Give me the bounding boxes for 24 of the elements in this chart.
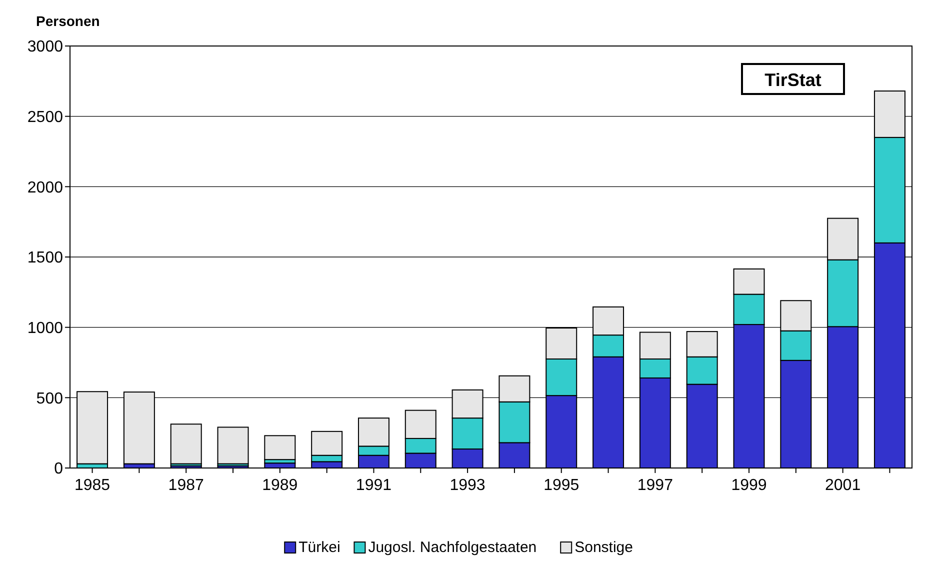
legend-label: Türkei — [298, 539, 340, 556]
y-tick-label: 3000 — [27, 38, 64, 56]
x-tick-label: 1991 — [356, 477, 392, 494]
y-tick-label: 2000 — [27, 179, 64, 196]
x-tick-label: 1995 — [544, 477, 580, 494]
y-tick-label: 1000 — [27, 320, 64, 337]
y-tick-label: 0 — [54, 460, 64, 478]
bar — [170, 424, 202, 464]
x-tick-label: 1999 — [731, 477, 767, 494]
y-tick-label: 2500 — [27, 108, 64, 126]
bar — [217, 426, 249, 464]
bar — [264, 435, 296, 460]
x-tick-label: 1985 — [74, 477, 110, 494]
legend-label: Sonstige — [574, 539, 633, 556]
x-tick-label: 1989 — [262, 477, 298, 494]
y-axis-title: Personen — [36, 13, 100, 29]
x-tick-label: 1993 — [450, 477, 486, 494]
y-tick-label: 500 — [36, 390, 64, 408]
legend-label: Jugosl. Nachfolgestaaten — [368, 539, 537, 556]
x-tick-label: 1997 — [637, 477, 674, 494]
x-tick-label: 1987 — [168, 477, 204, 494]
y-tick-label: 1500 — [27, 250, 64, 267]
annotation: TirStat — [764, 70, 822, 90]
x-tick-label: 2001 — [825, 477, 861, 494]
